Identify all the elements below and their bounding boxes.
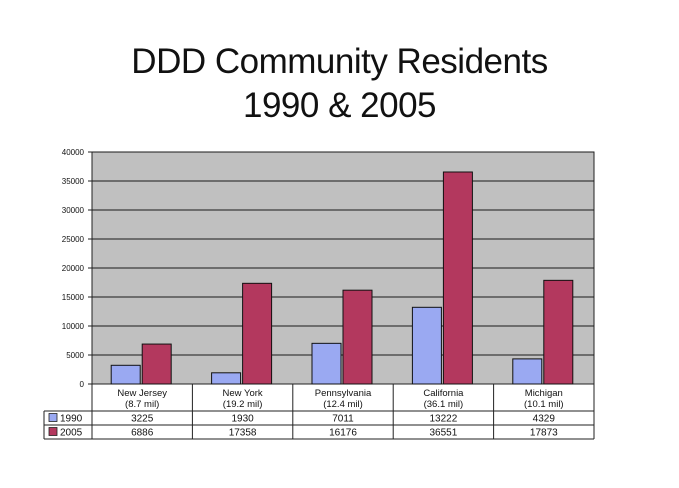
category-sublabel: (8.7 mil): [125, 399, 159, 410]
legend-label: 2005: [60, 428, 83, 439]
bar-2005: [242, 282, 273, 385]
bar-2005: [442, 171, 473, 385]
table-cell-value: 17873: [530, 428, 558, 439]
category-label: New York: [223, 388, 263, 399]
bar-1990: [311, 342, 342, 385]
category-sublabel: (10.1 mil): [524, 399, 564, 410]
bar-2005: [141, 343, 172, 385]
y-tick-label: 25000: [62, 235, 85, 244]
legend-swatch-1990: [48, 413, 58, 422]
y-tick-label: 20000: [62, 264, 85, 273]
bar-2005: [342, 289, 373, 385]
category-label: California: [423, 388, 464, 399]
bar-1990: [411, 306, 442, 385]
category-label: New Jersey: [117, 388, 167, 399]
table-cell-value: 16176: [329, 428, 357, 439]
y-tick-label: 40000: [62, 148, 85, 157]
y-tick-label: 15000: [62, 293, 85, 302]
y-tick-label: 5000: [66, 351, 84, 360]
y-tick-label: 30000: [62, 206, 85, 215]
category-sublabel: (12.4 mil): [323, 399, 363, 410]
table-cell-value: 36551: [429, 428, 457, 439]
bar-2005: [543, 279, 574, 385]
y-tick-label: 10000: [62, 322, 85, 331]
y-tick-label: 35000: [62, 177, 85, 186]
chart-title: DDD Community Residents: [131, 42, 548, 81]
bar-1990: [211, 372, 242, 385]
category-sublabel: (36.1 mil): [424, 399, 464, 410]
table-cell-value: 6886: [131, 428, 154, 439]
legend-swatch-2005: [48, 427, 58, 436]
y-tick-label: 0: [80, 380, 85, 389]
table-cell-value: 4329: [533, 414, 556, 425]
table-cell-value: 1930: [231, 414, 254, 425]
table-cell-value: 7011: [332, 414, 354, 425]
table-cell-value: 13222: [429, 414, 457, 425]
table-cell-value: 3225: [131, 414, 154, 425]
category-label: Pennsylvania: [315, 388, 372, 399]
legend-label: 1990: [60, 414, 83, 425]
category-label: Michigan: [525, 388, 563, 399]
chart-subtitle: 1990 & 2005: [242, 86, 437, 125]
category-sublabel: (19.2 mil): [223, 399, 263, 410]
table-cell-value: 17358: [229, 428, 257, 439]
bar-1990: [110, 364, 141, 385]
bar-1990: [512, 358, 543, 385]
